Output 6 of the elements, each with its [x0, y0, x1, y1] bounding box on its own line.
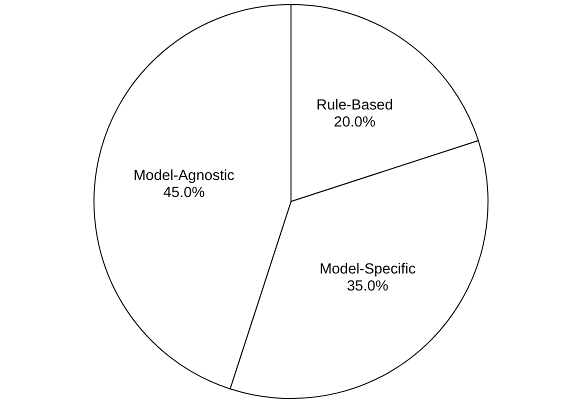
data-label: 20.0%: [334, 114, 376, 130]
data-label: 45.0%: [163, 185, 205, 202]
data-label: 35.0%: [346, 278, 388, 295]
slice-label: Rule-Based: [316, 97, 393, 114]
slice-label: Model-Specific: [320, 262, 416, 278]
slice-label: Model-Agnostic: [133, 168, 234, 184]
